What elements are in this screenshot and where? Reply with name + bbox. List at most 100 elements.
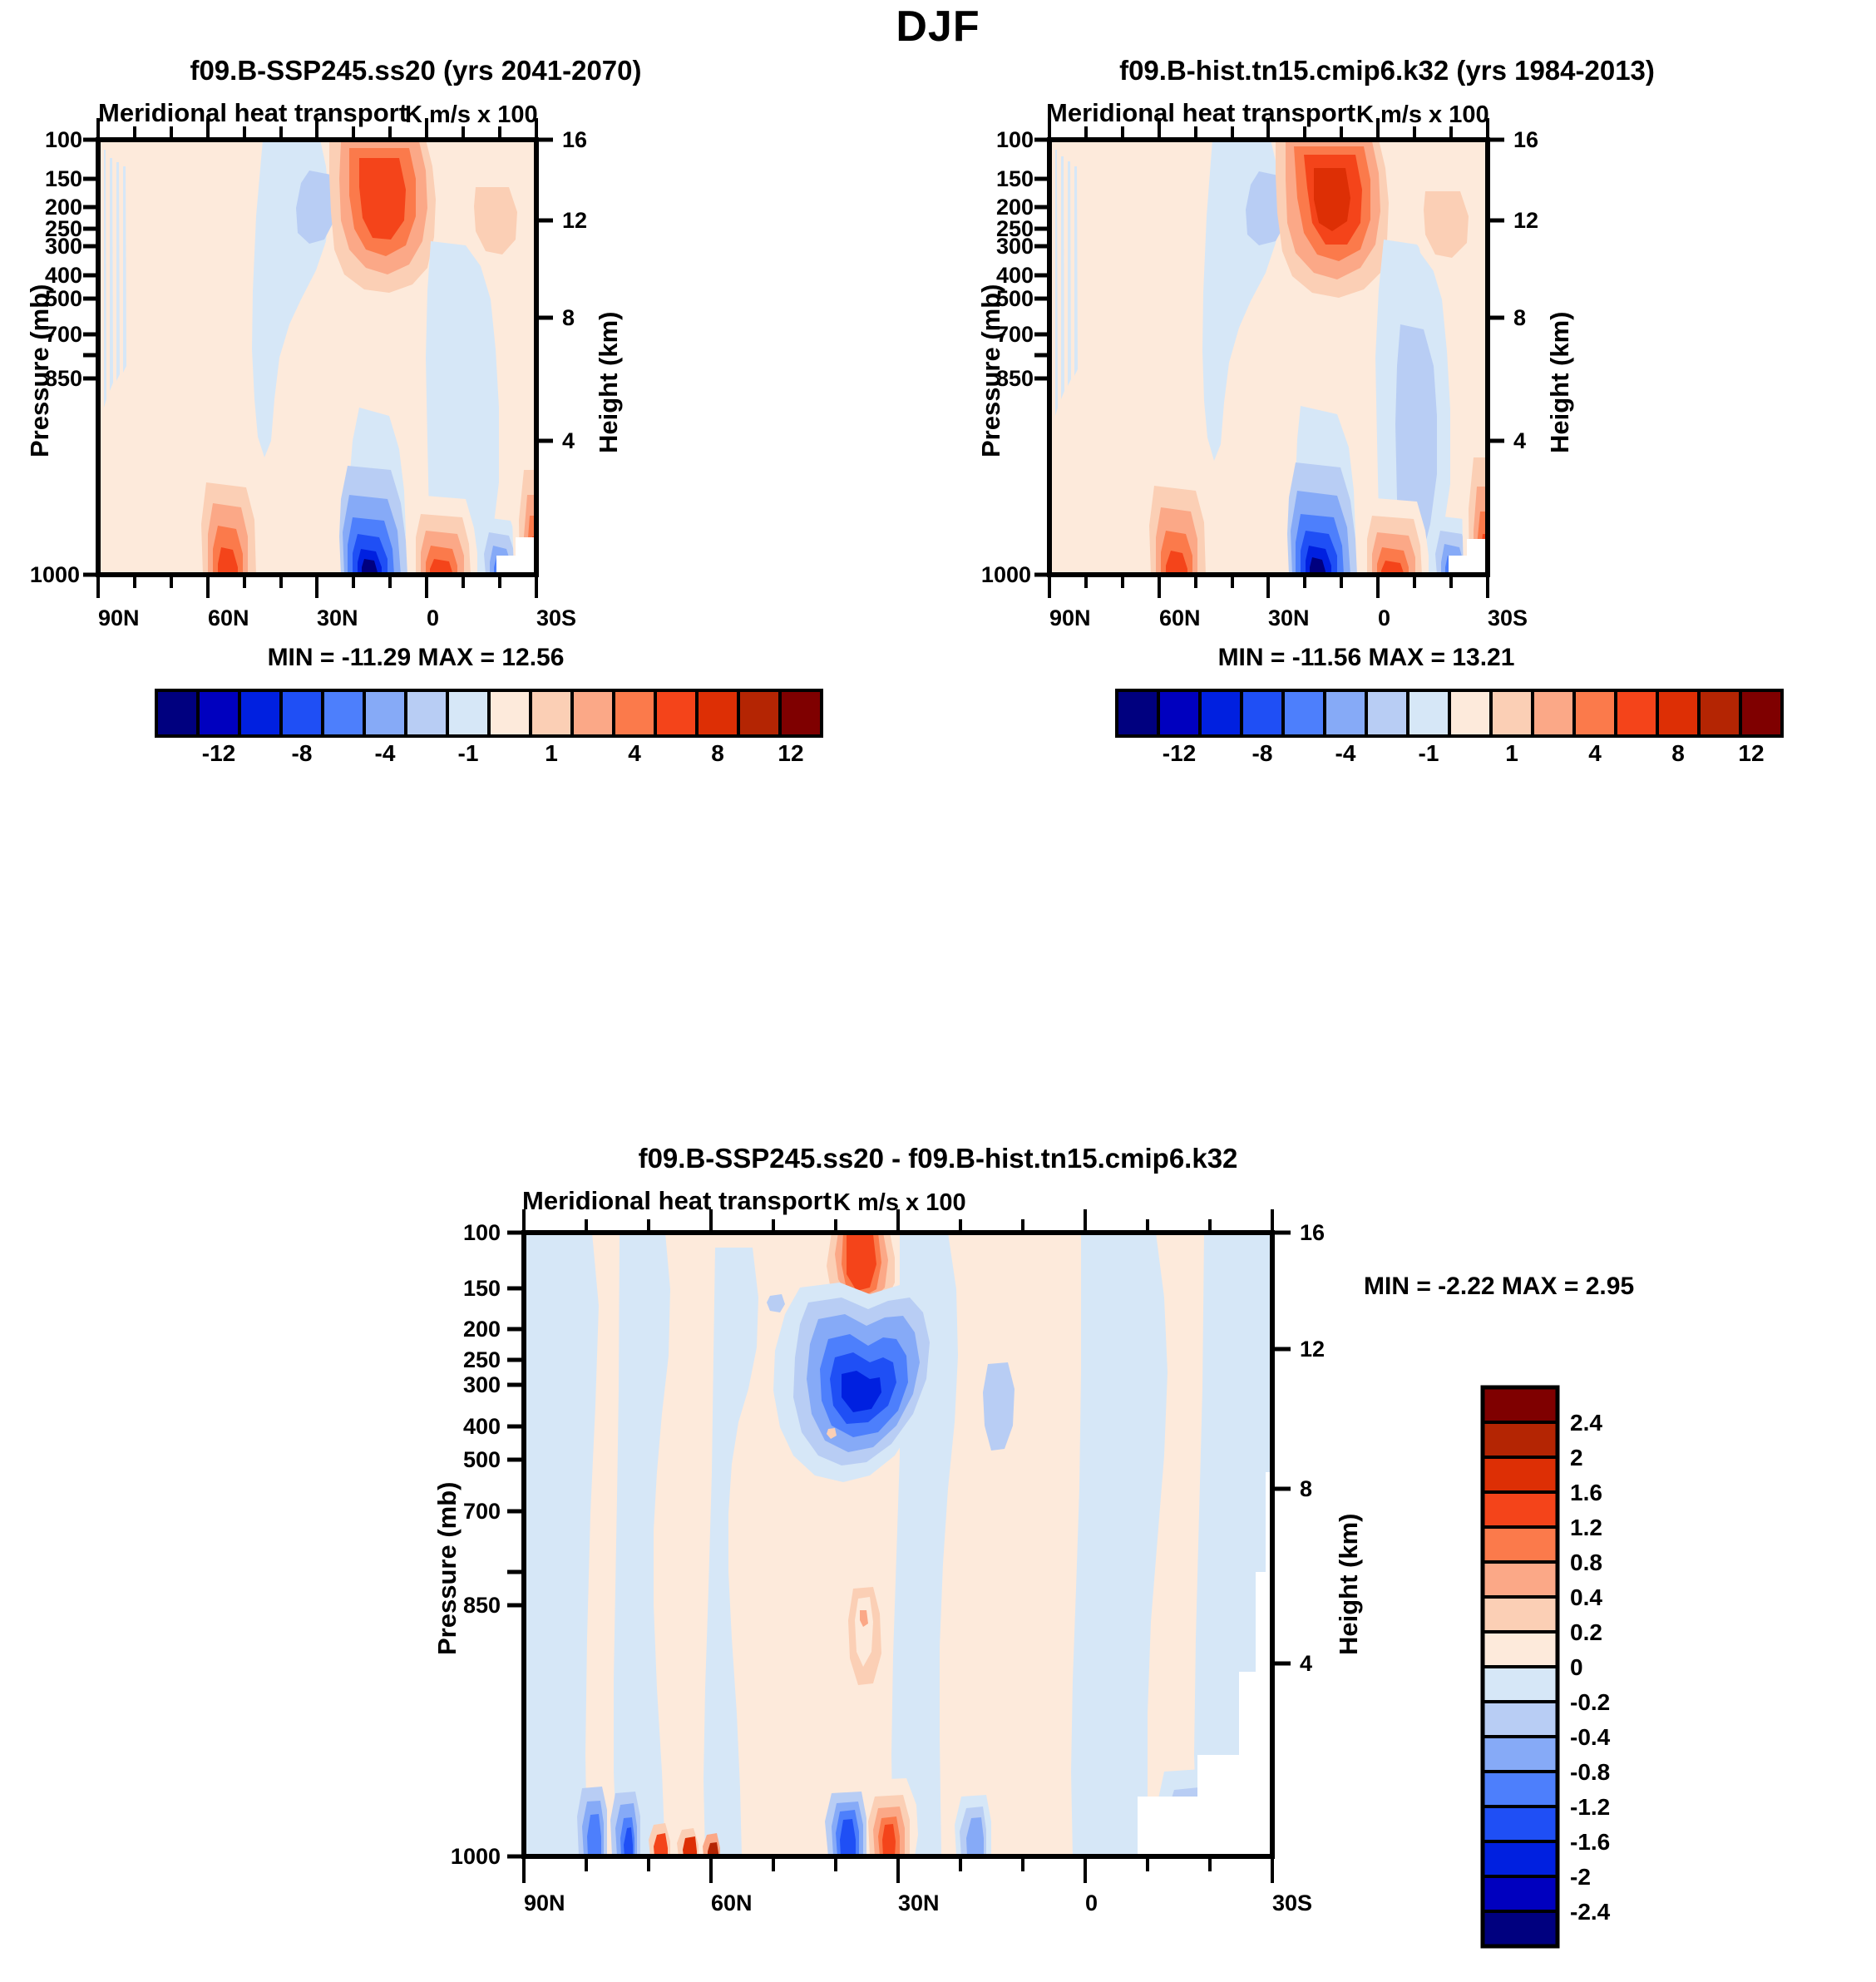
pressure-tick-850: 850 xyxy=(996,366,1034,391)
pressure-tick-850: 850 xyxy=(462,1593,501,1618)
colorbar-cell xyxy=(1481,1735,1559,1773)
colorbar-cell xyxy=(404,689,449,738)
pressure-tick-300: 300 xyxy=(462,1372,501,1397)
cb-label--12: -12 xyxy=(201,740,236,766)
colorbar-cell xyxy=(1531,689,1576,738)
colorbar-cell xyxy=(1481,1665,1559,1703)
colorbar-cell xyxy=(238,689,283,738)
pressure-tick-100: 100 xyxy=(996,127,1034,152)
pressure-tick-200: 200 xyxy=(45,195,83,220)
colorbar-cell xyxy=(196,689,241,738)
height-axis-title: Height (km) xyxy=(1545,311,1574,454)
colorbar-cell xyxy=(654,689,699,738)
colorbar-cell xyxy=(321,689,366,738)
panel-top-right-variable-label: Meridional heat transport xyxy=(1046,98,1356,127)
pressure-tick-700: 700 xyxy=(45,322,83,347)
colorbar-cell xyxy=(155,689,200,738)
colorbar-cell xyxy=(529,689,574,738)
cb-label--1: -1 xyxy=(457,740,479,766)
pressure-tick-250: 250 xyxy=(996,216,1034,241)
colorbar-cell xyxy=(1365,689,1409,738)
cb-diff-label--0.4: -0.4 xyxy=(1570,1724,1611,1750)
pressure-tick-400: 400 xyxy=(45,263,83,288)
panel-bottom-minmax: MIN = -2.22 MAX = 2.95 xyxy=(1364,1273,1635,1300)
panel-bottom-title: f09.B-SSP245.ss20 - f09.B-hist.tn15.cmip… xyxy=(638,1143,1238,1174)
pressure-tick-100: 100 xyxy=(45,127,83,152)
cb-diff-label--2.4: -2.4 xyxy=(1570,1899,1611,1925)
cb-diff-label--1.2: -1.2 xyxy=(1570,1794,1611,1820)
height-tick-12: 12 xyxy=(1513,208,1539,233)
pressure-tick-300: 300 xyxy=(45,234,83,259)
cb-label--8: -8 xyxy=(291,740,313,766)
colorbar-cell xyxy=(1481,1630,1559,1668)
height-tick-16: 16 xyxy=(1300,1220,1326,1245)
panel-top-right-title: f09.B-hist.tn15.cmip6.k32 (yrs 1984-2013… xyxy=(1119,55,1655,86)
colorbar-cell xyxy=(279,689,324,738)
height-tick-12: 12 xyxy=(1300,1337,1326,1362)
height-axis-ticks-right xyxy=(1272,1230,1291,1666)
colorbar-cell xyxy=(1157,689,1202,738)
height-tick-12: 12 xyxy=(562,208,588,233)
cb-diff-label-1.2: 1.2 xyxy=(1570,1515,1602,1540)
panel-top-left: f09.B-SSP245.ss20 (yrs 2041-2070) Meridi… xyxy=(0,50,938,1148)
height-tick-8: 8 xyxy=(562,305,575,330)
panel-top-right-plot xyxy=(1034,118,1504,598)
colorbar-cell xyxy=(1481,1386,1559,1424)
pressure-tick-500: 500 xyxy=(45,286,83,311)
panel-bottom-plot xyxy=(507,1209,1291,1883)
cb-label--1: -1 xyxy=(1418,740,1439,766)
colorbar-cell xyxy=(1323,689,1368,738)
cb-label-1: 1 xyxy=(1505,740,1518,766)
pressure-axis-ticks-left xyxy=(1034,137,1049,577)
cb-label-1: 1 xyxy=(545,740,558,766)
panel-bottom-difference: f09.B-SSP245.ss20 - f09.B-hist.tn15.cmip… xyxy=(0,1139,1876,1982)
colorbar-cell xyxy=(363,689,407,738)
panel-top-left-plot xyxy=(83,118,553,598)
colorbar-cell xyxy=(695,689,740,738)
colorbar-cell xyxy=(1572,689,1617,738)
colorbar-cell xyxy=(1481,1840,1559,1878)
height-tick-4: 4 xyxy=(562,428,575,453)
pressure-tick-500: 500 xyxy=(996,286,1034,311)
contour-field-top-left xyxy=(98,140,536,575)
top-axis-minor-ticks xyxy=(96,118,538,140)
colorbar-top-right[interactable] xyxy=(938,682,1795,782)
pressure-tick-300: 300 xyxy=(996,234,1034,259)
top-axis-minor-ticks xyxy=(1048,118,1489,140)
colorbar-bottom-diff[interactable] xyxy=(1476,1381,1592,1955)
cb-diff-label-0.4: 0.4 xyxy=(1570,1584,1602,1610)
cb-diff-label-0.2: 0.2 xyxy=(1570,1619,1602,1645)
colorbar-cell xyxy=(1739,689,1784,738)
pressure-tick-400: 400 xyxy=(996,263,1034,288)
colorbar-cell xyxy=(778,689,823,738)
colorbar-top-left-labels: -12 -8 -4 -1 1 4 8 12 xyxy=(0,740,832,782)
colorbar-cell xyxy=(1406,689,1451,738)
colorbar-cell xyxy=(1481,1456,1559,1494)
colorbar-cell xyxy=(1448,689,1493,738)
pressure-axis-ticks-left xyxy=(507,1230,524,1859)
colorbar-cell xyxy=(446,689,491,738)
colorbar-cell xyxy=(1489,689,1534,738)
colorbar-cell xyxy=(487,689,532,738)
colorbar-cell xyxy=(1481,1910,1559,1948)
bottom-axis-ticks xyxy=(1048,575,1489,598)
cb-diff-label-2.4: 2.4 xyxy=(1570,1410,1602,1436)
cb-diff-label-0: 0 xyxy=(1570,1654,1583,1680)
height-axis-title: Height (km) xyxy=(594,311,623,454)
panel-top-right-minmax: MIN = -11.56 MAX = 13.21 xyxy=(1217,644,1515,671)
cb-label--4: -4 xyxy=(374,740,396,766)
colorbar-top-left[interactable] xyxy=(0,682,832,782)
cb-diff-label-1.6: 1.6 xyxy=(1570,1480,1602,1505)
pressure-tick-150: 150 xyxy=(45,166,83,191)
contour-field-bottom xyxy=(524,1233,1272,1856)
height-tick-8: 8 xyxy=(1513,305,1527,330)
cb-label--12: -12 xyxy=(1162,740,1197,766)
cb-diff-label--1.6: -1.6 xyxy=(1570,1829,1611,1855)
height-axis-ticks-right xyxy=(536,137,553,443)
pressure-axis-title: Pressure (mb) xyxy=(25,284,54,457)
cb-label--8: -8 xyxy=(1251,740,1273,766)
colorbar-cell xyxy=(1281,689,1326,738)
bottom-axis-ticks xyxy=(96,575,538,598)
colorbar-cell xyxy=(1481,1770,1559,1808)
colorbar-cell xyxy=(1481,1560,1559,1599)
